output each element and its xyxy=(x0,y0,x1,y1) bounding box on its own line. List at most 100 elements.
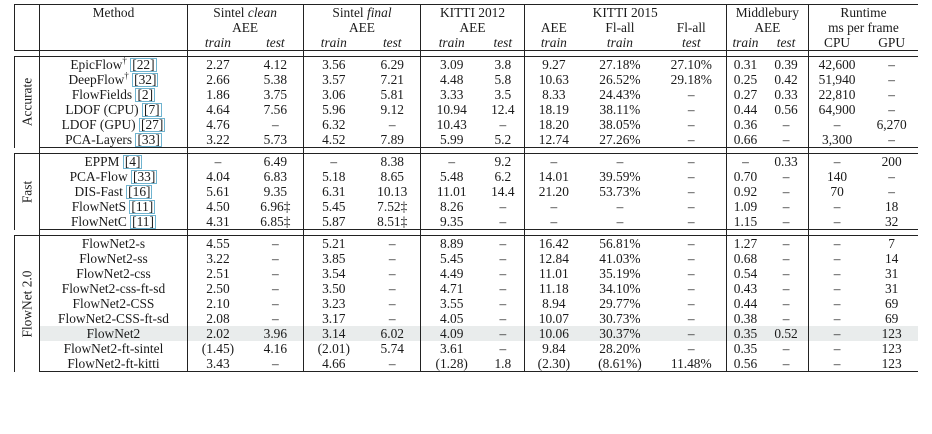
table-cell: – xyxy=(807,117,866,132)
table-cell: – xyxy=(687,251,695,266)
table-cell: 6.31 xyxy=(302,184,365,199)
table-cell: 30.37% xyxy=(583,326,657,341)
table-cell: – xyxy=(807,281,866,296)
citation-link[interactable]: [22] xyxy=(130,57,157,72)
method-name: FlowNet2-ss xyxy=(79,251,148,266)
table-cell: 51,940 xyxy=(807,72,866,87)
method-cell: LDOF (GPU) [27] xyxy=(40,117,187,132)
method-cell: DIS-Fast [16] xyxy=(40,184,187,199)
table-cell: – xyxy=(482,214,525,230)
citation-link[interactable]: [32] xyxy=(132,72,159,87)
citation-link[interactable]: [2] xyxy=(135,87,156,102)
citation-link[interactable]: [11] xyxy=(130,214,156,229)
table-cell: 0.27 xyxy=(725,87,765,102)
table-cell: – xyxy=(725,153,765,169)
table-cell: – xyxy=(888,169,895,184)
table-cell: – xyxy=(272,311,279,326)
citation-link[interactable]: [4] xyxy=(122,154,143,169)
header-row-2: AEE AEE AEE AEE Fl-all Fl-all AEE ms per… xyxy=(13,20,918,35)
table-cell: 0.35 xyxy=(725,341,765,356)
table-cell: 9.27 xyxy=(523,56,584,72)
table-row: FlowNet2-CSS-ft-sd 2.08 – 3.17 – 4.05 – 10.07 30… xyxy=(15,311,919,326)
header-row-3: train test train test train test train t… xyxy=(13,35,918,51)
table-cell: – xyxy=(782,169,790,184)
table-cell: 38.11% xyxy=(599,102,641,117)
table-cell: 10.94 xyxy=(420,102,482,117)
table-cell: – xyxy=(807,356,866,372)
table-cell: – xyxy=(482,326,525,341)
header-cpu: CPU xyxy=(807,35,866,51)
table-cell: 5.18 xyxy=(302,169,365,184)
table-cell: – xyxy=(302,153,365,169)
method-cell: PCA-Flow [33] xyxy=(40,169,187,184)
table-cell: 3.75 xyxy=(263,87,288,102)
table-cell: 140 xyxy=(807,169,866,184)
table-cell: 6.49 xyxy=(248,153,303,169)
table-cell: – xyxy=(782,184,790,199)
table-cell: – xyxy=(388,281,396,296)
table-cell: 27.10% xyxy=(656,56,727,72)
table-cell: 10.06 xyxy=(523,326,584,341)
table-cell: – xyxy=(482,235,525,251)
table-cell: – xyxy=(656,326,727,341)
table-cell: 0.52 xyxy=(764,326,809,341)
table-cell: 5.8 xyxy=(494,72,512,87)
header-train: train xyxy=(186,35,249,51)
table-cell: 11.18 xyxy=(523,281,584,296)
method-name: EPPM xyxy=(84,154,120,169)
table-cell: (2.30) xyxy=(523,356,584,372)
table-cell: – xyxy=(656,153,727,169)
table-cell: – xyxy=(272,266,279,281)
method-footnote-mark: † xyxy=(122,55,127,66)
table-cell: – xyxy=(865,56,918,72)
table-row: Fast EPPM [4] –6.49–8.38–9.2– – – –0.33–200 xyxy=(13,153,918,230)
table-cell: 41.03% xyxy=(599,251,641,266)
citation-link[interactable]: [33] xyxy=(131,169,158,184)
table-cell: – xyxy=(388,296,396,311)
table-cell: – xyxy=(687,311,695,326)
table-cell: – xyxy=(782,251,790,266)
method-name: FlowNet2-css-ft-sd xyxy=(61,281,166,296)
table-cell: 5.38 xyxy=(263,72,288,87)
table-cell: 1.8 xyxy=(482,356,525,372)
table-cell: – xyxy=(499,281,507,296)
method-name: FlowNet2-css xyxy=(76,266,151,281)
table-cell: 42,600 xyxy=(807,56,866,72)
table-cell: 14 xyxy=(884,251,899,266)
citation-link[interactable]: [27] xyxy=(139,117,166,132)
table-cell: 5.74 xyxy=(380,341,404,356)
citation-link[interactable]: [16] xyxy=(126,184,153,199)
header-test: test xyxy=(764,35,809,51)
table-cell: – xyxy=(807,326,866,341)
table-cell: – xyxy=(656,214,727,230)
table-cell: 29.18% xyxy=(670,72,712,87)
header-sintel-final: Sintel final xyxy=(302,4,421,20)
citation-link[interactable]: [7] xyxy=(141,102,162,117)
table-cell: (1.45) xyxy=(186,341,249,356)
table-cell: – xyxy=(782,266,790,281)
table-cell: 3.17 xyxy=(302,311,365,326)
table-cell: 22,810 xyxy=(807,87,866,102)
section-label: Fast xyxy=(13,153,41,230)
table-cell: – xyxy=(807,266,866,281)
table-cell: 38.05% xyxy=(599,117,641,132)
table-cell: – xyxy=(687,87,695,102)
method-cell: FlowNet2-CSS-ft-sd xyxy=(40,311,187,326)
citation-link[interactable]: [11] xyxy=(129,199,156,214)
table-cell: 3.54 xyxy=(302,266,365,281)
table-cell: 2.51 xyxy=(186,266,249,281)
table-cell: 8.38 xyxy=(364,153,421,169)
method-name: DIS-Fast xyxy=(74,184,123,199)
table-cell: 6.96‡ xyxy=(260,199,291,214)
table-cell: 0.56 xyxy=(774,102,798,117)
table-cell: 3.61 xyxy=(420,341,482,356)
table-cell: – xyxy=(782,199,790,214)
table-cell: (2.01) xyxy=(302,341,365,356)
table-cell: – xyxy=(499,199,507,214)
citation-link[interactable]: [33] xyxy=(135,132,162,147)
table-cell: 7.21 xyxy=(380,72,404,87)
table-cell: 5.81 xyxy=(380,87,404,102)
table-cell: 8.94 xyxy=(523,296,584,311)
table-cell: 9.12 xyxy=(380,102,404,117)
table-cell: 1.15 xyxy=(725,214,765,230)
